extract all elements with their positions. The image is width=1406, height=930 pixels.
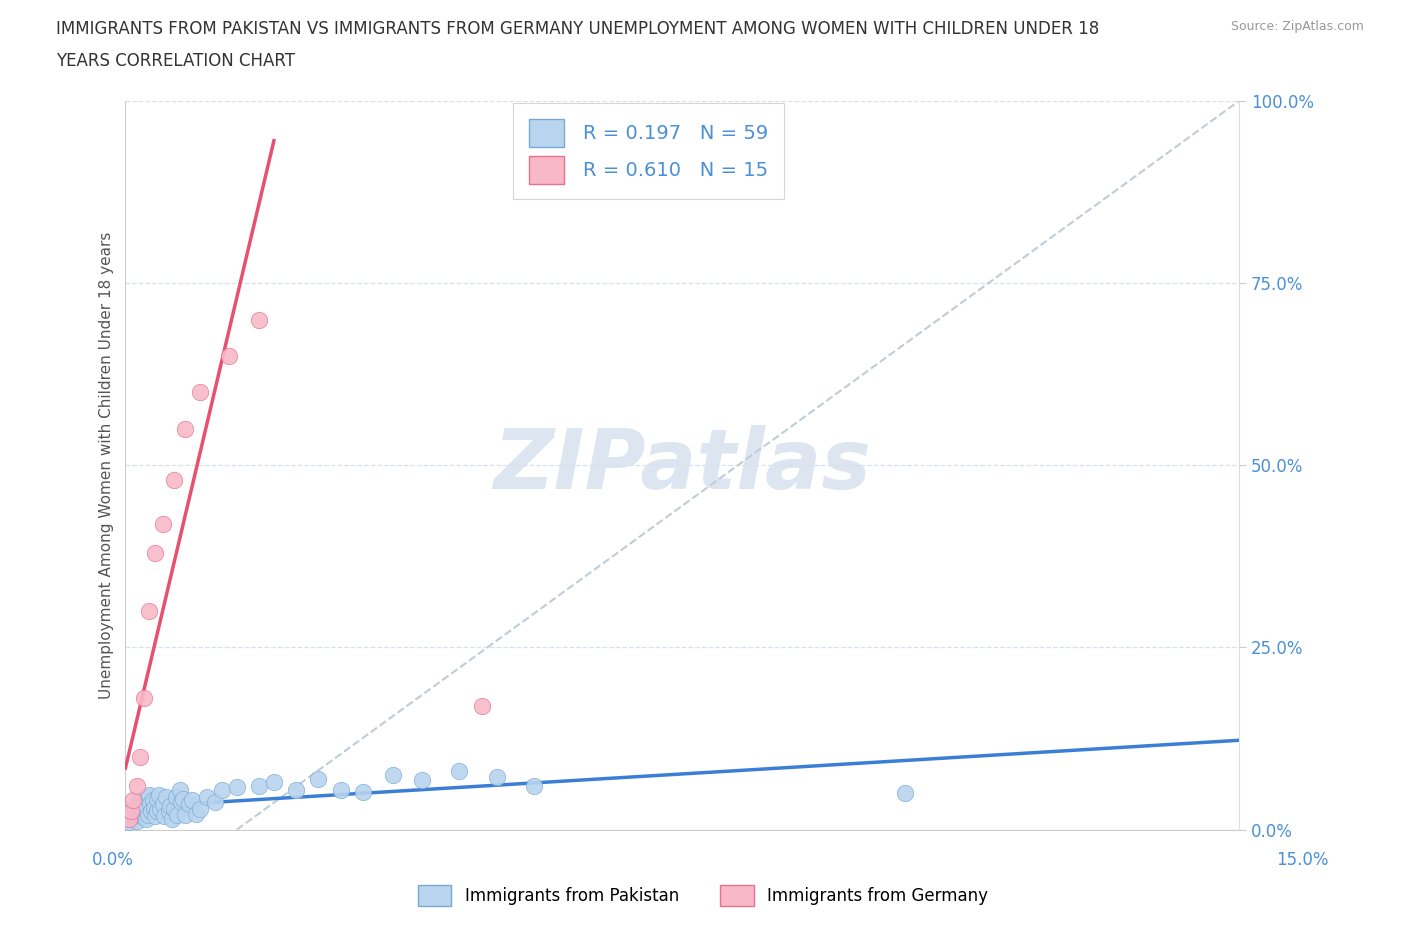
- Point: [285, 782, 308, 797]
- Point: [125, 806, 148, 821]
- Point: [894, 786, 917, 801]
- Point: [132, 691, 155, 706]
- Text: 15.0%: 15.0%: [1277, 851, 1329, 869]
- Point: [329, 782, 352, 797]
- Point: [149, 802, 172, 817]
- Point: [122, 793, 145, 808]
- Point: [169, 782, 191, 797]
- Point: [181, 793, 204, 808]
- Point: [134, 811, 156, 826]
- Point: [411, 773, 433, 788]
- Point: [247, 778, 270, 793]
- Point: [263, 775, 285, 790]
- Point: [352, 784, 374, 799]
- Point: [308, 771, 330, 786]
- Point: [143, 809, 166, 824]
- Point: [173, 421, 195, 436]
- Text: IMMIGRANTS FROM PAKISTAN VS IMMIGRANTS FROM GERMANY UNEMPLOYMENT AMONG WOMEN WIT: IMMIGRANTS FROM PAKISTAN VS IMMIGRANTS F…: [56, 20, 1099, 38]
- Point: [148, 787, 170, 802]
- Point: [124, 809, 146, 824]
- Point: [184, 806, 207, 821]
- Point: [204, 794, 226, 809]
- Point: [152, 516, 174, 531]
- Point: [160, 811, 183, 826]
- Point: [172, 791, 194, 806]
- Legend: Immigrants from Pakistan, Immigrants from Germany: Immigrants from Pakistan, Immigrants fro…: [411, 879, 995, 912]
- Point: [381, 767, 404, 782]
- Text: 0.0%: 0.0%: [91, 851, 134, 869]
- Point: [120, 811, 142, 826]
- Legend: R = 0.197   N = 59, R = 0.610   N = 15: R = 0.197 N = 59, R = 0.610 N = 15: [513, 103, 785, 199]
- Point: [118, 815, 141, 830]
- Point: [146, 791, 169, 806]
- Point: [124, 801, 146, 816]
- Point: [523, 778, 546, 793]
- Point: [127, 814, 149, 829]
- Point: [177, 797, 200, 812]
- Point: [139, 797, 162, 812]
- Text: Source: ZipAtlas.com: Source: ZipAtlas.com: [1230, 20, 1364, 33]
- Point: [143, 545, 166, 560]
- Point: [129, 750, 152, 764]
- Point: [163, 802, 186, 817]
- Point: [135, 790, 157, 804]
- Point: [131, 809, 153, 824]
- Text: ZIPatlas: ZIPatlas: [494, 425, 872, 506]
- Point: [153, 809, 176, 824]
- Point: [166, 807, 188, 822]
- Point: [142, 793, 165, 808]
- Point: [247, 312, 270, 327]
- Point: [141, 804, 163, 818]
- Point: [165, 790, 187, 804]
- Point: [188, 802, 211, 817]
- Point: [170, 794, 193, 809]
- Point: [188, 385, 211, 400]
- Y-axis label: Unemployment Among Women with Children Under 18 years: Unemployment Among Women with Children U…: [100, 232, 114, 699]
- Text: YEARS CORRELATION CHART: YEARS CORRELATION CHART: [56, 52, 295, 70]
- Point: [120, 804, 142, 818]
- Point: [218, 349, 240, 364]
- Point: [142, 801, 165, 816]
- Point: [485, 770, 508, 785]
- Point: [122, 807, 145, 822]
- Point: [128, 793, 150, 808]
- Point: [155, 790, 177, 804]
- Point: [128, 802, 150, 817]
- Point: [163, 472, 186, 487]
- Point: [118, 811, 141, 826]
- Point: [132, 797, 155, 812]
- Point: [195, 790, 218, 804]
- Point: [152, 797, 174, 812]
- Point: [159, 799, 181, 814]
- Point: [136, 807, 159, 822]
- Point: [125, 778, 148, 793]
- Point: [138, 787, 160, 802]
- Point: [449, 764, 471, 778]
- Point: [173, 807, 195, 822]
- Point: [131, 804, 153, 818]
- Point: [129, 799, 152, 814]
- Point: [145, 804, 167, 818]
- Point: [157, 804, 180, 818]
- Point: [471, 698, 494, 713]
- Point: [211, 782, 233, 797]
- Point: [138, 604, 160, 618]
- Point: [225, 780, 247, 795]
